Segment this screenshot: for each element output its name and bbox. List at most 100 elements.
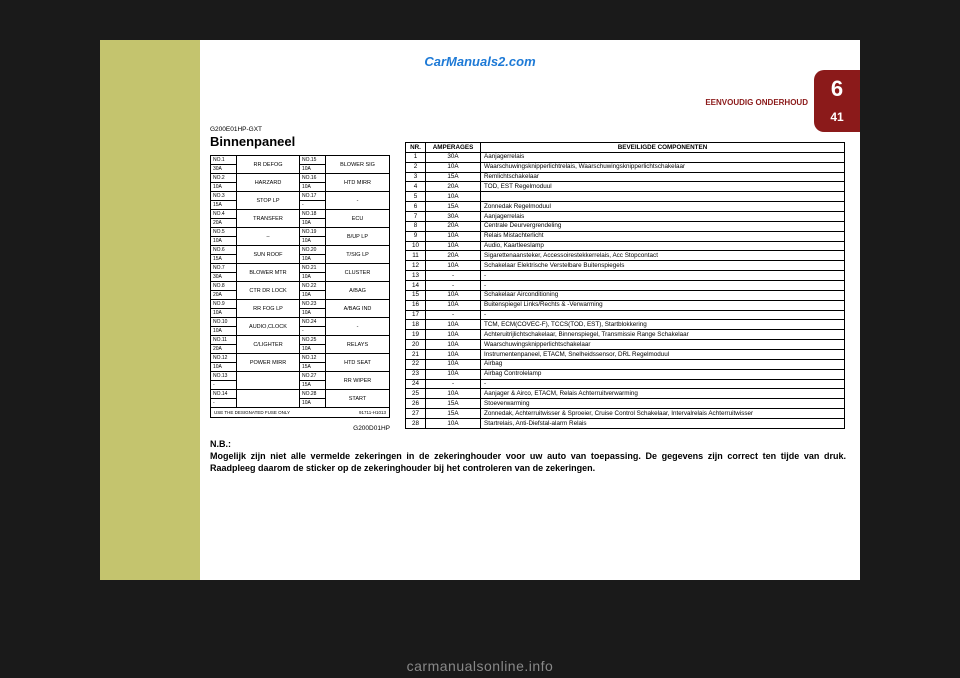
cell-comp: Audio, Kaartleeslamp [481, 241, 845, 251]
cell-comp: Stoeverwarming [481, 399, 845, 409]
cell-amp: 15A [426, 172, 481, 182]
cell-comp: Remlichtschakelaar [481, 172, 845, 182]
fuse-idcol: NO.420A [211, 210, 237, 227]
fuse-cell: NO.1120AC/LIGHTER [211, 336, 300, 354]
fuse-idcol: NO.210A [211, 174, 237, 191]
fuse-footer-right: 91711-H1013 [359, 410, 386, 415]
fuse-no: NO.27 [300, 372, 325, 381]
fuse-label: BLOWER MTR [237, 264, 299, 281]
cell-amp: 10A [426, 369, 481, 379]
cell-nr: 17 [406, 310, 426, 320]
cell-comp: Schakelaar Airconditioning [481, 290, 845, 300]
cell-amp: 10A [426, 320, 481, 330]
table-row: 2310AAirbag Controlelamp [406, 369, 845, 379]
fuse-amp: - [211, 381, 236, 390]
fuse-label: A/BAG IND [326, 300, 389, 317]
fuse-label: RELAYS [326, 336, 389, 353]
fuse-row: NO.315ASTOP LPNO.17-- [211, 192, 389, 210]
table-row: 1210ASchakelaar Elektrische Verstelbare … [406, 261, 845, 271]
cell-comp: Waarschuwingsknipperlichtrelais, Waarsch… [481, 162, 845, 172]
fuse-idcol: NO.1510A [300, 156, 326, 173]
fuse-row: NO.14-NO.2810ASTART [211, 390, 389, 408]
cell-nr: 16 [406, 300, 426, 310]
cell-comp: Aanjagerrelais [481, 152, 845, 162]
fuse-cell: NO.210AHARZARD [211, 174, 300, 192]
cell-nr: 11 [406, 251, 426, 261]
fuse-idcol: NO.2715A [300, 372, 326, 389]
cell-amp: 10A [426, 300, 481, 310]
cell-comp: - [481, 310, 845, 320]
section-title: Binnenpaneel [210, 134, 295, 149]
cell-amp: 20A [426, 221, 481, 231]
fuse-no: NO.9 [211, 300, 236, 309]
fuse-amp: 10A [300, 165, 325, 174]
cell-amp: 15A [426, 202, 481, 212]
cell-amp: 20A [426, 182, 481, 192]
watermark-footer: carmanualsonline.info [0, 658, 960, 674]
fuse-label: T/SIG LP [326, 246, 389, 263]
side-strip [100, 40, 200, 580]
cell-comp: Zonnedak Regelmoduul [481, 202, 845, 212]
fuse-idcol: NO.130A [211, 156, 237, 173]
fuse-no: NO.15 [300, 156, 325, 165]
fuse-label: POWER MIRR [237, 354, 299, 371]
fuse-amp: - [211, 399, 236, 408]
fuse-cell: NO.1510ABLOWER SIG [300, 156, 389, 174]
cell-nr: 19 [406, 330, 426, 340]
fuse-amp: 10A [211, 363, 236, 372]
cell-amp: 30A [426, 152, 481, 162]
fuse-amp: 15A [211, 255, 236, 264]
cell-nr: 21 [406, 350, 426, 360]
fuse-cell: NO.315ASTOP LP [211, 192, 300, 210]
nb-block: N.B.: Mogelijk zijn niet alle vermelde z… [210, 438, 846, 474]
fuse-label: A/BAG [326, 282, 389, 299]
fuse-amp: 10A [300, 183, 325, 192]
table-row: 1910AAchteruitrijlichtschakelaar, Binnen… [406, 330, 845, 340]
table-row: 2715AZonnedak, Achterruitwisser & Sproei… [406, 409, 845, 419]
cell-nr: 8 [406, 221, 426, 231]
fuse-row: NO.1210APOWER MIRRNO.1215AHTD SEAT [211, 354, 389, 372]
cell-comp: Centrale Deurvergrendeling [481, 221, 845, 231]
fuse-idcol: NO.1610A [300, 174, 326, 191]
fuse-row: NO.420ATRANSFERNO.1810AECU [211, 210, 389, 228]
table-header-amp: AMPERAGES [426, 143, 481, 153]
table-row: 130AAanjagerrelais [406, 152, 845, 162]
fuse-idcol: NO.24- [300, 318, 326, 335]
page-content: G200E01HP-GXT Binnenpaneel NO.130ARR DEF… [210, 50, 850, 570]
cell-comp: - [481, 281, 845, 291]
fuse-footer: USE THE DESIGNATED FUSE ONLY91711-H1013 [211, 408, 389, 417]
cell-comp [481, 192, 845, 202]
cell-nr: 3 [406, 172, 426, 182]
fuse-idcol: NO.2510A [300, 336, 326, 353]
fuse-idcol: NO.14- [211, 390, 237, 407]
fuse-no: NO.23 [300, 300, 325, 309]
table-row: 615AZonnedak Regelmoduul [406, 202, 845, 212]
cell-nr: 27 [406, 409, 426, 419]
fuse-label: ECU [326, 210, 389, 227]
fuse-cell: NO.820ACTR DR LOCK [211, 282, 300, 300]
cell-amp: - [426, 281, 481, 291]
fuse-amp: 10A [300, 255, 325, 264]
fuse-amp: 20A [211, 291, 236, 300]
fuse-label: RR WIPER [326, 372, 389, 389]
fuse-no: NO.3 [211, 192, 236, 201]
fuse-amp: - [300, 327, 325, 336]
fuse-label: HTD SEAT [326, 354, 389, 371]
fuse-label: BLOWER SIG [326, 156, 389, 173]
manual-page: CarManuals2.com EENVOUDIG ONDERHOUD 6 41… [100, 40, 860, 580]
table-row: 420ATOD, EST Regelmoduul [406, 182, 845, 192]
fuse-cell: NO.2715ARR WIPER [300, 372, 389, 390]
fuse-no: NO.25 [300, 336, 325, 345]
nb-title: N.B.: [210, 438, 846, 450]
fuse-label: HTD MIRR [326, 174, 389, 191]
fuse-cell: NO.510A– [211, 228, 300, 246]
table-row: 210AWaarschuwingsknipperlichtrelais, Waa… [406, 162, 845, 172]
cell-comp: Relais Mistachterlicht [481, 231, 845, 241]
fuse-label [237, 390, 299, 407]
fuse-no: NO.11 [211, 336, 236, 345]
cell-comp: Instrumentenpaneel, ETACM, Snelheidssens… [481, 350, 845, 360]
fuse-cell: NO.1910AB/UP LP [300, 228, 389, 246]
fuse-label: SUN ROOF [237, 246, 299, 263]
cell-comp: Aanjagerrelais [481, 212, 845, 222]
fuse-no: NO.12 [211, 354, 236, 363]
